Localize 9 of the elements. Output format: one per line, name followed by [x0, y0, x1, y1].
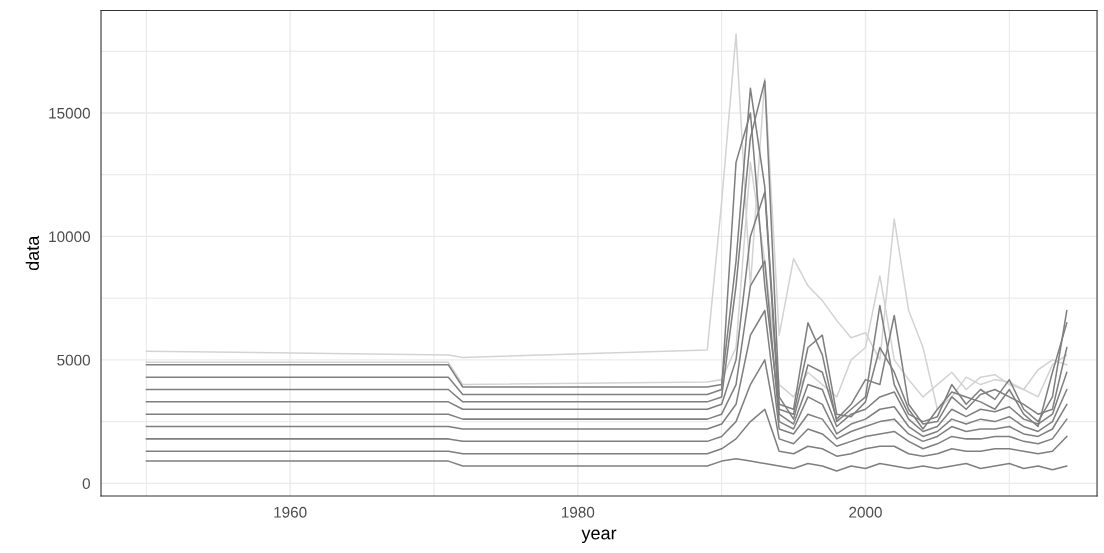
y-tick-label: 5000	[57, 354, 91, 366]
y-axis-title: data	[25, 235, 39, 271]
x-tick-label: 1980	[561, 506, 595, 518]
x-tick-label: 1960	[274, 506, 307, 518]
x-tick-label: 2000	[849, 506, 882, 518]
y-tick-label: 0	[82, 478, 90, 490]
y-tick-label: 10000	[49, 231, 91, 243]
x-axis-title: year	[581, 529, 617, 544]
y-tick-label: 15000	[49, 107, 91, 119]
